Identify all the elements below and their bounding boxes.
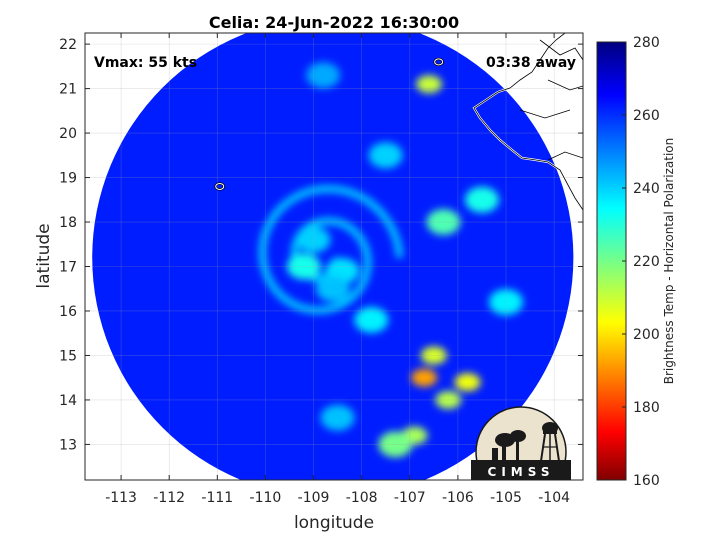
feature-blob bbox=[454, 373, 481, 392]
border-line bbox=[519, 39, 583, 161]
x-tick-label: -113 bbox=[105, 490, 137, 506]
logo-text: CIMSS bbox=[488, 465, 555, 479]
island-outline bbox=[434, 58, 444, 66]
feature-blob bbox=[416, 75, 443, 94]
y-tick-label: 22 bbox=[59, 37, 77, 53]
y-tick-label: 16 bbox=[59, 304, 77, 320]
chart-title: Celia: 24-Jun-2022 16:30:00 bbox=[209, 13, 459, 32]
y-tick-label: 15 bbox=[59, 348, 77, 364]
feature-blob bbox=[378, 431, 413, 458]
feature-blob bbox=[315, 275, 350, 302]
y-tick-label: 17 bbox=[59, 260, 77, 276]
cimss-logo: CIMSS bbox=[471, 406, 571, 480]
y-axis-label: latitude bbox=[34, 223, 54, 288]
logo-dish-icon bbox=[492, 430, 526, 461]
y-tick-label: 21 bbox=[59, 82, 77, 98]
y-tick-label: 14 bbox=[59, 393, 77, 409]
x-tick-label: -112 bbox=[153, 490, 185, 506]
feature-blob bbox=[464, 186, 499, 213]
coastline bbox=[214, 33, 583, 211]
grid bbox=[85, 33, 583, 480]
x-axis: -113 -112 -111 -110 -109 -108 -107 -106 -105 -104 bbox=[105, 33, 570, 506]
colorbar-tick-label: 180 bbox=[633, 400, 660, 416]
feature-group bbox=[259, 62, 524, 458]
axes-frame bbox=[84, 32, 584, 481]
logo-water-tower-icon bbox=[540, 422, 560, 462]
feature-blob bbox=[296, 226, 331, 253]
away-annotation: 03:38 away bbox=[486, 55, 576, 71]
coastline-outline bbox=[473, 33, 583, 211]
colorbar-tick-label: 220 bbox=[633, 254, 660, 270]
feature-blob bbox=[435, 390, 462, 409]
island-outline bbox=[215, 182, 225, 190]
y-tick-label: 20 bbox=[59, 126, 77, 142]
colorbar-label: Brightness Temp - Horizontal Polarizatio… bbox=[662, 138, 676, 385]
feature-blob bbox=[320, 404, 355, 431]
feature-blob bbox=[420, 346, 447, 365]
colorbar-tick-label: 160 bbox=[633, 473, 660, 489]
swath-disc bbox=[92, 33, 574, 480]
feature-blob bbox=[368, 142, 403, 169]
x-axis-label: longitude bbox=[294, 513, 374, 533]
feature-blob bbox=[354, 306, 389, 333]
y-tick-label: 13 bbox=[59, 437, 77, 453]
x-tick-label: -107 bbox=[394, 490, 426, 506]
feature-blob bbox=[426, 209, 461, 236]
vmax-annotation: Vmax: 55 kts bbox=[94, 55, 197, 71]
feature-blob bbox=[489, 289, 524, 316]
colorbar-tick-label: 260 bbox=[633, 108, 660, 124]
feature-blob bbox=[286, 253, 321, 280]
y-tick-label: 18 bbox=[59, 215, 77, 231]
x-tick-label: -109 bbox=[298, 490, 330, 506]
colorbar-ticks: 160 180 200 220 240 260 280 bbox=[622, 35, 660, 489]
colorbar bbox=[596, 41, 627, 481]
x-tick-label: -111 bbox=[201, 490, 233, 506]
feature-blob bbox=[306, 62, 341, 89]
colorbar-tick-label: 240 bbox=[633, 181, 660, 197]
colorbar-tick-label: 280 bbox=[633, 35, 660, 51]
x-tick-label: -108 bbox=[346, 490, 378, 506]
x-tick-label: -110 bbox=[250, 490, 282, 506]
logo-disc bbox=[475, 406, 567, 460]
x-tick-label: -105 bbox=[490, 490, 522, 506]
swath-layer bbox=[92, 33, 574, 480]
y-tick-label: 19 bbox=[59, 171, 77, 187]
x-tick-label: -106 bbox=[442, 490, 474, 506]
x-tick-label: -104 bbox=[538, 490, 570, 506]
colorbar-tick-label: 200 bbox=[633, 327, 660, 343]
y-axis: 13 14 15 16 17 18 19 20 21 22 bbox=[59, 37, 583, 453]
feature-blob bbox=[411, 368, 438, 387]
